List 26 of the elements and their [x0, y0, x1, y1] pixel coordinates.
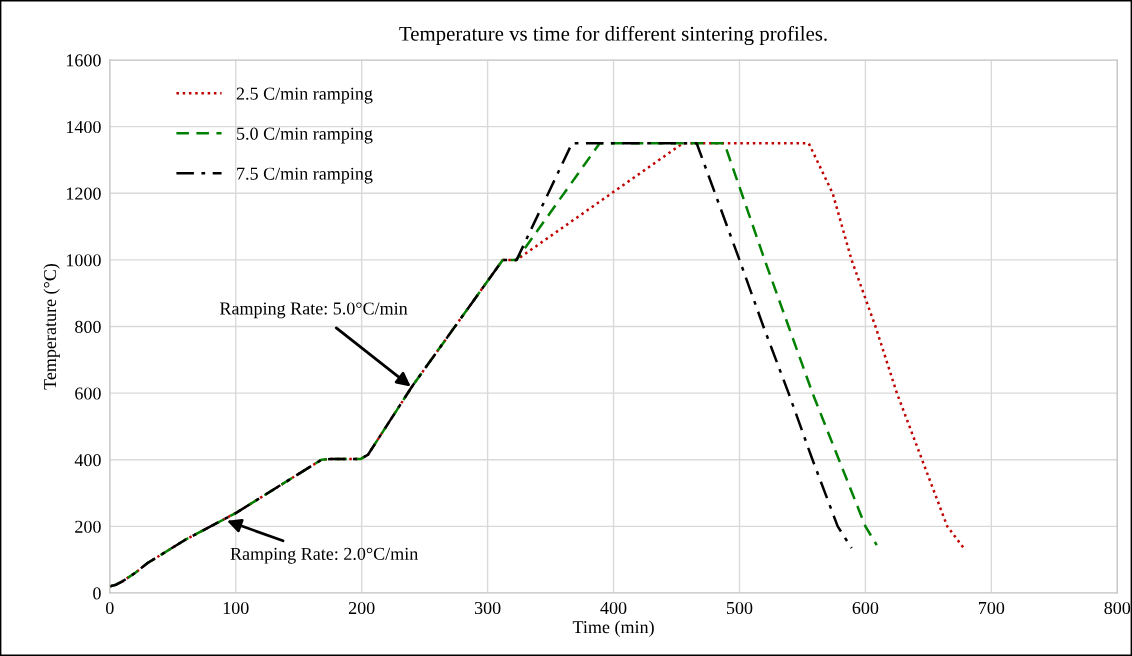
x-tick-label: 700 [979, 601, 1005, 615]
y-tick-label: 800 [75, 320, 101, 333]
legend-label: 2.5 C/min ramping [236, 87, 373, 104]
y-axis-title: Temperature (°C) [43, 263, 60, 390]
x-tick-label: 0 [105, 601, 114, 615]
x-tick-label: 600 [852, 601, 879, 615]
y-tick-label: 1400 [66, 120, 101, 134]
y-tick-label: 200 [75, 520, 101, 533]
x-tick-label: 300 [474, 601, 501, 615]
annotation: Ramping Rate: 5.0°C/min [219, 302, 408, 319]
x-tick-label: 800 [1104, 601, 1131, 615]
legend-label: 7.5 C/min ramping [237, 167, 373, 184]
x-tick-label: 200 [348, 601, 375, 615]
y-tick-label: 1200 [66, 187, 101, 200]
y-tick-label: 0 [93, 587, 101, 600]
y-tick-label: 400 [74, 454, 101, 467]
y-tick-label: 1600 [66, 54, 101, 67]
legend-label: 5.0 C/min ramping [237, 127, 373, 144]
y-tick-label: 600 [75, 387, 101, 400]
y-tick-label: 1000 [66, 254, 101, 267]
annotation: Ramping Rate: 2.0°C/min [230, 547, 419, 564]
chart-title: Temperature vs time for different sintering profiles. [399, 25, 827, 46]
x-tick-label: 400 [600, 601, 627, 615]
x-tick-label: 500 [726, 601, 753, 615]
x-tick-label: 100 [223, 601, 249, 615]
x-axis-title: Time (min) [572, 620, 654, 637]
